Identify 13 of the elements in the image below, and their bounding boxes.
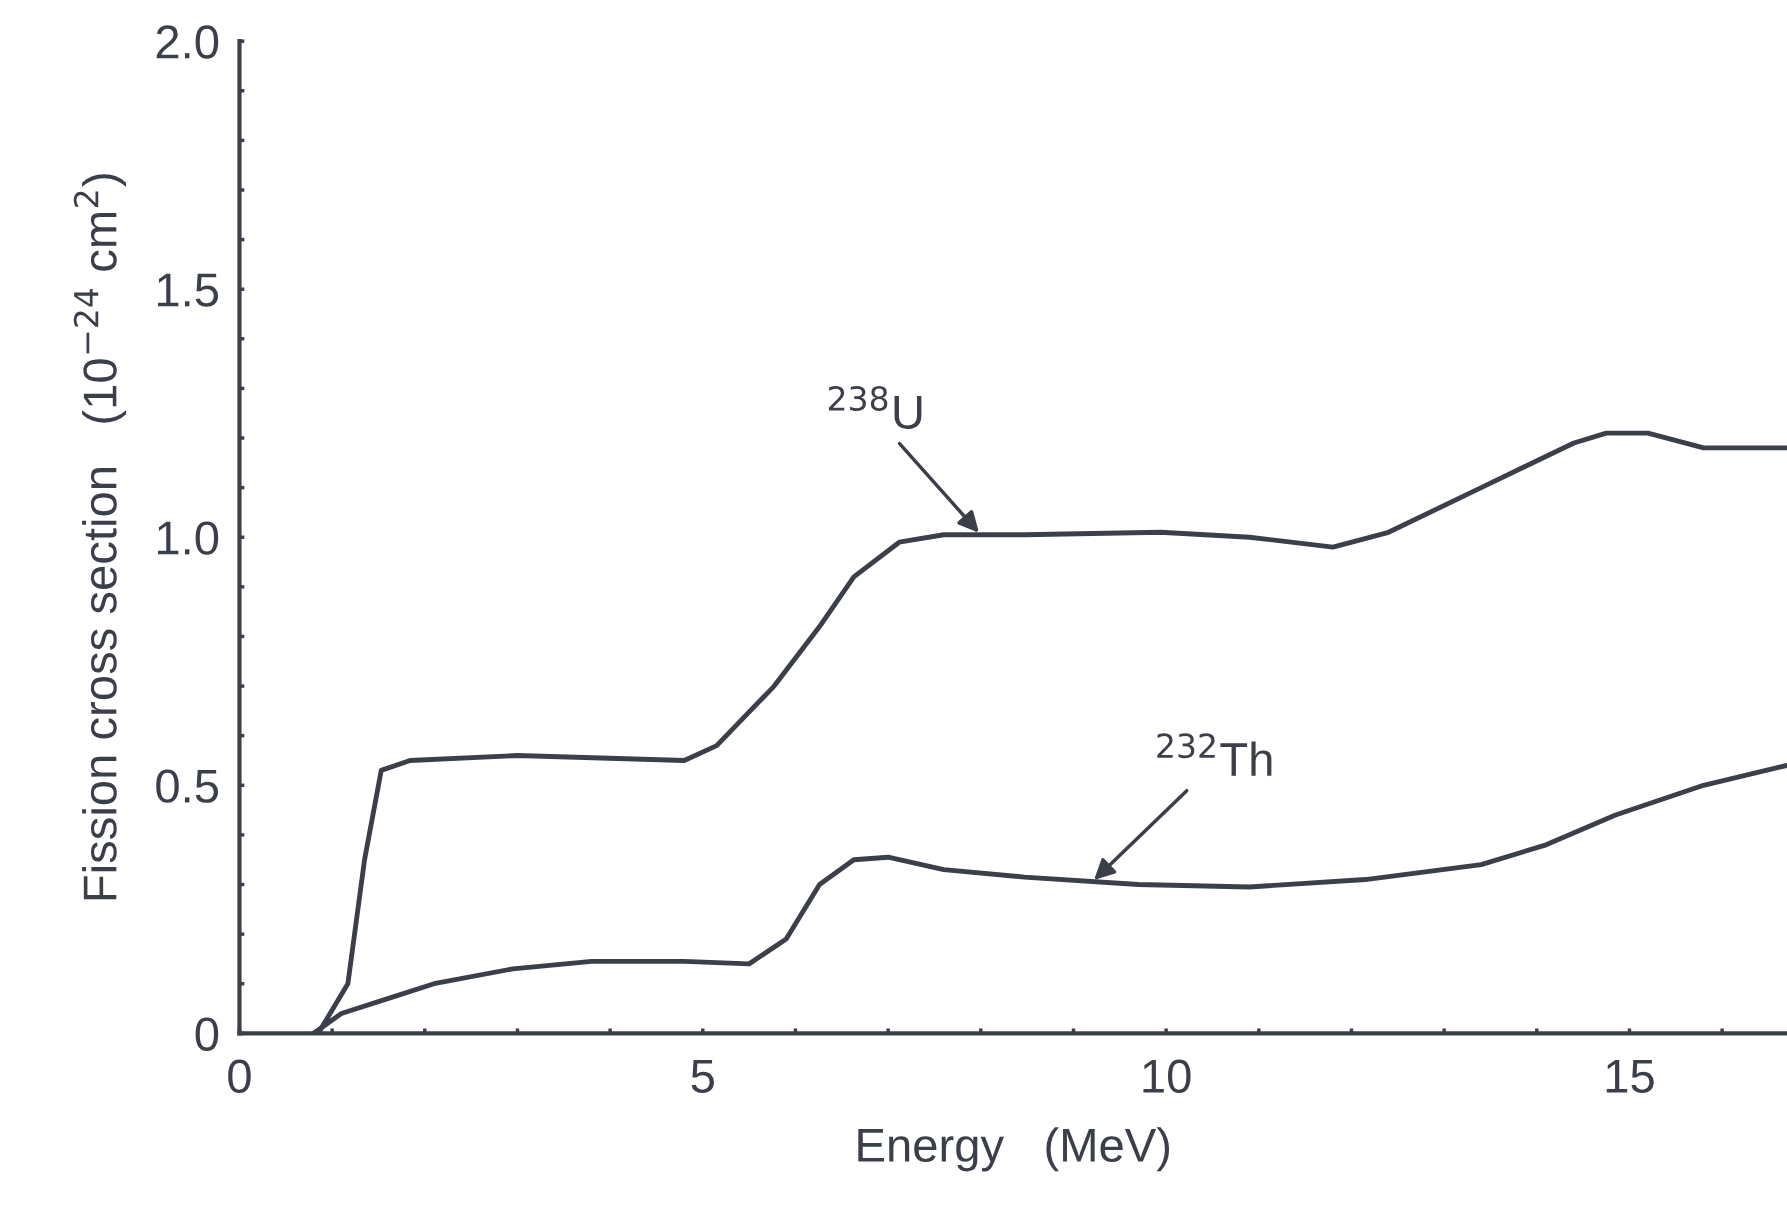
y-tick-label: 1.0 — [157, 521, 219, 555]
y-tick-label: 0.5 — [156, 769, 219, 803]
y-tick-label: 1.5 — [157, 273, 219, 307]
y-tick-label: 0 — [195, 1017, 219, 1051]
annotation: $^{232}$Th — [1157, 733, 1272, 776]
y-axis-title: Fission cross section (10$^{−24}$ cm$^{2}$) — [73, 174, 127, 900]
x-tick-label: 15 — [1606, 1060, 1654, 1094]
x-tick-label: 0 — [228, 1059, 251, 1094]
y-tick-label: 2.0 — [156, 25, 219, 59]
x-axis-title: Energy (MeV) — [858, 1127, 1170, 1172]
x-tick-label: 5 — [691, 1060, 714, 1094]
annotation: $^{238}$U — [828, 385, 922, 430]
x-tick-label: 10 — [1143, 1059, 1191, 1094]
